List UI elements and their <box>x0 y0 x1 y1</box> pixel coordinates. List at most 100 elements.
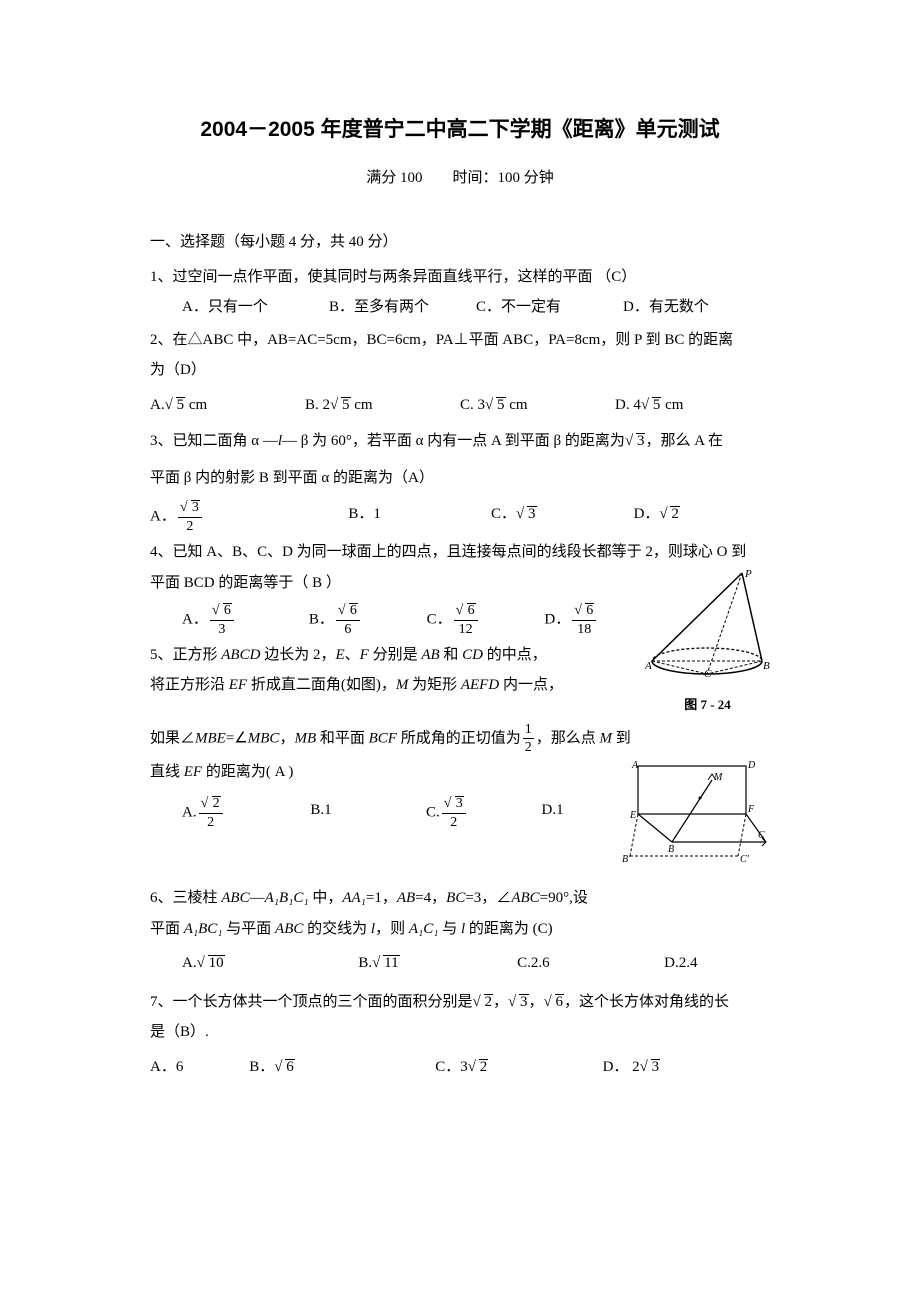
q4c-nr: 6 <box>467 603 476 618</box>
q6-bc: BC <box>446 890 465 906</box>
q5-m: M <box>396 677 409 693</box>
q5-fn: 1 <box>523 722 534 739</box>
q3-opt-d: D．2 <box>634 500 770 534</box>
q2a-pre: A. <box>150 397 165 413</box>
q5-ef2: EF <box>184 764 202 780</box>
q4-line2: 平面 BCD 的距离等于（ B ） <box>150 569 635 598</box>
fraction: 66 <box>334 603 362 637</box>
q6-aa1: AA₁ <box>342 890 366 906</box>
q6b-r: 11 <box>383 955 399 971</box>
q2c-suf: cm <box>506 397 528 413</box>
time-label: 时间：100 分钟 <box>453 170 554 186</box>
page-title: 2004－2005 年度普宁二中高二下学期《距离》单元测试 <box>150 110 770 150</box>
q6l1c: 中， <box>309 890 343 906</box>
fraction: 32 <box>176 500 204 534</box>
sqrt-icon: 2 <box>468 1053 489 1082</box>
cone-label-b: B <box>763 660 770 672</box>
q6l1b: — <box>250 890 265 906</box>
q5a-d: 2 <box>199 814 223 830</box>
q2d-rad: 5 <box>652 397 662 413</box>
q6-opt-b: B. 11 <box>358 949 517 978</box>
q5-opt-c: C.32 <box>426 796 542 830</box>
sqrt-icon: 3 <box>625 427 646 456</box>
q5l4b: 的距离为( A ) <box>202 764 293 780</box>
fl-a: A <box>631 760 639 771</box>
q3-opt-c: C．3 <box>491 500 634 534</box>
sqrt-icon: 5 <box>165 391 186 420</box>
q6l2d: ，则 <box>375 921 409 937</box>
q4b-d: 6 <box>336 621 360 637</box>
q1-opt-a: A．只有一个 <box>182 293 329 322</box>
fl-d: D <box>747 760 756 771</box>
q4b-pre: B． <box>309 612 334 628</box>
q2-line2: 为（D） <box>150 356 770 385</box>
fraction: 618 <box>570 603 598 637</box>
q1-options: A．只有一个 B．至多有两个 C．不一定有 D．有无数个 <box>150 293 770 322</box>
q6l2c: 的交线为 <box>303 921 371 937</box>
q5-opt-a: A.22 <box>182 796 310 830</box>
q3c-pre: C． <box>491 506 516 522</box>
sqrt-icon: 2 <box>473 988 494 1017</box>
q5l1c: 、 <box>345 647 360 663</box>
fl-b: B <box>668 844 674 855</box>
sqrt-icon: 2 <box>201 796 221 811</box>
q5l1e: 和 <box>440 647 463 663</box>
q6a-r: 10 <box>208 955 225 971</box>
q5l3b: =∠ <box>226 730 248 746</box>
sqrt-icon: 3 <box>640 1053 661 1082</box>
sqrt-icon: 6 <box>544 988 565 1017</box>
q6-a1c1: A₁C₁ <box>409 921 439 937</box>
fl-c: C <box>758 830 765 841</box>
q6l1e: =4， <box>415 890 446 906</box>
q4c-pre: C． <box>427 612 452 628</box>
q4-options: A．63 B．66 C．612 D．618 <box>150 603 635 637</box>
q6l1a: 6、三棱柱 <box>150 890 221 906</box>
q5-ab: AB <box>421 647 439 663</box>
q4d-d: 18 <box>572 621 596 637</box>
q5l1f: 的中点， <box>483 647 547 663</box>
q2d-pre: D. 4 <box>615 397 641 413</box>
fl-f: F <box>747 804 755 815</box>
q6l2b: 与平面 <box>223 921 276 937</box>
sqrt-icon: 3 <box>180 500 200 515</box>
q6-opt-a: A.10 <box>182 949 358 978</box>
q6-abc: ABC <box>221 890 249 906</box>
q3-l1c: ，那么 A 在 <box>645 433 723 449</box>
q3-line1: 3、已知二面角 α —l— β 为 60°，若平面 α 内有一点 A 到平面 β… <box>150 427 770 456</box>
fl-e: E <box>629 810 636 821</box>
q7-opt-d: D． 23 <box>603 1053 770 1082</box>
sqrt-icon: 6 <box>456 603 476 618</box>
q5l3g: 到 <box>612 730 631 746</box>
q6-a1bc1: A₁BC₁ <box>184 921 223 937</box>
q3-line2: 平面 β 内的射影 B 到平面 α 的距离为（A） <box>150 464 770 493</box>
question-5: 如果∠MBE=∠MBC，MB 和平面 BCF 所成角的正切值为12，那么点 M … <box>150 722 770 878</box>
q7b-r: 6 <box>285 1059 295 1075</box>
q3a-pre: A． <box>150 509 176 525</box>
cone-icon: P A B C <box>645 569 770 679</box>
fl-bp: B' <box>622 854 631 865</box>
q5l1b: 边长为 2， <box>260 647 335 663</box>
q7b-pre: B． <box>249 1059 274 1075</box>
q7d-r: 3 <box>651 1059 661 1075</box>
figure-cone: P A B C 图 7 - 24 <box>645 569 770 718</box>
q6b-pre: B. <box>358 955 372 971</box>
sqrt-icon: 3 <box>516 500 537 529</box>
q5l3e: 所成角的正切值为 <box>397 730 521 746</box>
question-3: 3、已知二面角 α —l— β 为 60°，若平面 α 内有一点 A 到平面 β… <box>150 427 770 534</box>
q1-opt-b: B．至多有两个 <box>329 293 476 322</box>
q2-opt-d: D. 45 cm <box>615 391 770 420</box>
q1-stem: 1、过空间一点作平面，使其同时与两条异面直线平行，这样的平面 （C） <box>150 263 770 292</box>
q6-line1: 6、三棱柱 ABC—A₁B₁C₁ 中，AA₁=1，AB=4，BC=3，∠ABC=… <box>150 884 770 913</box>
q5l2c: 为矩形 <box>408 677 461 693</box>
sqrt-icon: 2 <box>659 500 680 529</box>
q5a-pre: A. <box>182 804 197 820</box>
q5l3a: 如果∠ <box>150 730 195 746</box>
q5l2a: 将正方形沿 <box>150 677 229 693</box>
q4a-nr: 6 <box>223 603 232 618</box>
q4c-d: 12 <box>454 621 478 637</box>
sqrt-icon: 5 <box>641 391 662 420</box>
sqrt-icon: 6 <box>338 603 358 618</box>
q5-aefd: AEFD <box>461 677 499 693</box>
sqrt-icon: 10 <box>197 949 225 978</box>
q5l3f: ，那么点 <box>536 730 600 746</box>
